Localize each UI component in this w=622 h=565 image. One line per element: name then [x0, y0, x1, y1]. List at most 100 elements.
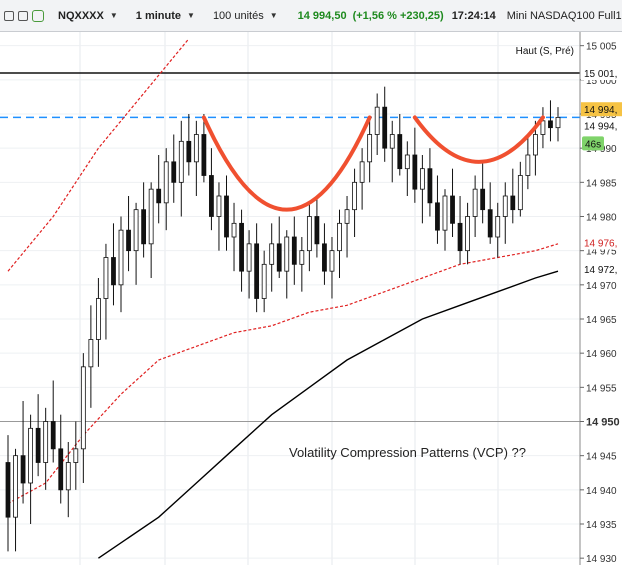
candle-body: [435, 202, 440, 231]
candle-body: [216, 195, 222, 217]
candle-body: [517, 175, 523, 211]
axis-tick-label: 15 000: [586, 76, 617, 87]
candle-body: [35, 427, 41, 463]
vcp-annotation: Volatility Compression Patterns (VCP) ??: [289, 445, 526, 460]
candle-body: [20, 455, 26, 484]
candle-body: [148, 188, 154, 245]
candle-body: [133, 209, 139, 252]
candle-body: [344, 209, 350, 224]
candle-body: [43, 421, 49, 463]
window-icon[interactable]: [18, 9, 28, 23]
axis-tick-label: 14 945: [586, 452, 617, 463]
candle-body: [141, 209, 147, 245]
moving-average-red: [7, 243, 559, 505]
candle-body: [487, 209, 493, 238]
candle-body: [352, 181, 357, 211]
high-line-label: Haut (S, Pré): [516, 46, 574, 57]
candle-body: [397, 134, 403, 170]
candle-body: [28, 427, 34, 484]
axis-tick-label: 14 950: [586, 417, 620, 429]
candle-body: [178, 140, 184, 183]
chart-toolbar: NQXXXX ▼ 1 minute ▼ 100 unités ▼ 14 994,…: [0, 0, 622, 32]
axis-tick-label: 14 935: [586, 520, 617, 531]
candle-body: [382, 106, 388, 149]
axis-tick-label: 14 970: [586, 281, 617, 292]
candle-body: [306, 216, 312, 252]
candle-body: [88, 339, 94, 368]
candle-body: [239, 222, 244, 272]
candle-body: [525, 154, 531, 176]
candle-body: [156, 188, 162, 204]
candle-body: [231, 222, 237, 238]
chevron-down-icon: ▼: [187, 11, 195, 20]
black-ma-tag-bg: [581, 262, 622, 277]
axis-tick-label: 14 980: [586, 213, 617, 224]
high-price-tag-bg: [581, 66, 622, 80]
reference-lines: [0, 72, 580, 422]
candlesticks: [5, 86, 561, 552]
axis-tick-label: 14 975: [586, 247, 617, 258]
chevron-down-icon: ▼: [109, 11, 118, 20]
candle-body: [118, 229, 124, 286]
axis-tick-label: 14 955: [586, 383, 617, 394]
quote-time: 17:24:14: [451, 9, 496, 22]
moving-average-black: [98, 270, 559, 559]
candle-body: [209, 175, 214, 217]
candle-body: [186, 140, 192, 163]
candle-body: [13, 455, 18, 518]
candle-body: [126, 229, 131, 252]
vcp-arc: [412, 115, 545, 164]
vcp-pattern-arcs: [201, 115, 545, 212]
candle-body: [5, 462, 11, 518]
candle-body: [291, 236, 297, 265]
candle-body: [532, 134, 538, 156]
instrument-name: Mini NASDAQ100 Full12: [506, 9, 622, 22]
candle-body: [201, 134, 207, 176]
candle-body: [502, 195, 508, 217]
candle-body: [276, 243, 282, 272]
price-tags: 15 001, 14 994, 14 994, 46s 14 976, 14 972,: [581, 66, 622, 277]
candle-body: [322, 243, 327, 272]
price-tag: 14 994,: [584, 105, 617, 116]
candle-body: [495, 216, 501, 238]
candle-body: [314, 216, 320, 245]
candle-body: [284, 236, 290, 272]
vcp-arc: [201, 115, 372, 212]
axis-tick-label: 14 965: [586, 315, 617, 326]
black-ma-tag: 14 972,: [584, 265, 617, 276]
candle-body: [457, 222, 463, 252]
current-price-tag-bg: [581, 118, 622, 133]
interval-label: 1 minute: [135, 9, 182, 22]
candle-body: [58, 448, 64, 491]
red-ma-tag: 14 976,: [584, 238, 617, 249]
interval-dropdown[interactable]: 1 minute ▼: [132, 5, 199, 27]
toggle-icon[interactable]: [32, 9, 44, 23]
price-tag-bg: [581, 102, 622, 117]
axis-tick-label: 14 940: [586, 486, 617, 497]
axis-tick-label: 14 985: [586, 178, 617, 189]
candle-body: [389, 134, 395, 149]
symbol-dropdown[interactable]: NQXXXX ▼: [54, 5, 122, 27]
candle-body: [337, 222, 342, 252]
candle-body: [450, 195, 455, 224]
current-price-tag: 14 994,: [584, 122, 617, 133]
candle-body: [299, 250, 305, 265]
candle-body: [412, 154, 418, 190]
units-dropdown[interactable]: 100 unités ▼: [209, 5, 282, 27]
high-price-tag: 15 001,: [584, 69, 617, 80]
countdown-label: 46s: [585, 139, 601, 150]
candle-body: [193, 134, 199, 163]
candle-body: [171, 161, 177, 183]
candle-body: [103, 257, 109, 299]
candle-body: [96, 298, 101, 340]
candle-body: [254, 243, 260, 299]
candle-body: [419, 168, 425, 190]
grid-icon[interactable]: [4, 9, 14, 23]
candle-body: [548, 120, 553, 129]
candle-body: [80, 366, 86, 450]
chevron-down-icon: ▼: [269, 11, 278, 20]
candle-body: [224, 195, 229, 238]
candle-body: [50, 421, 56, 450]
